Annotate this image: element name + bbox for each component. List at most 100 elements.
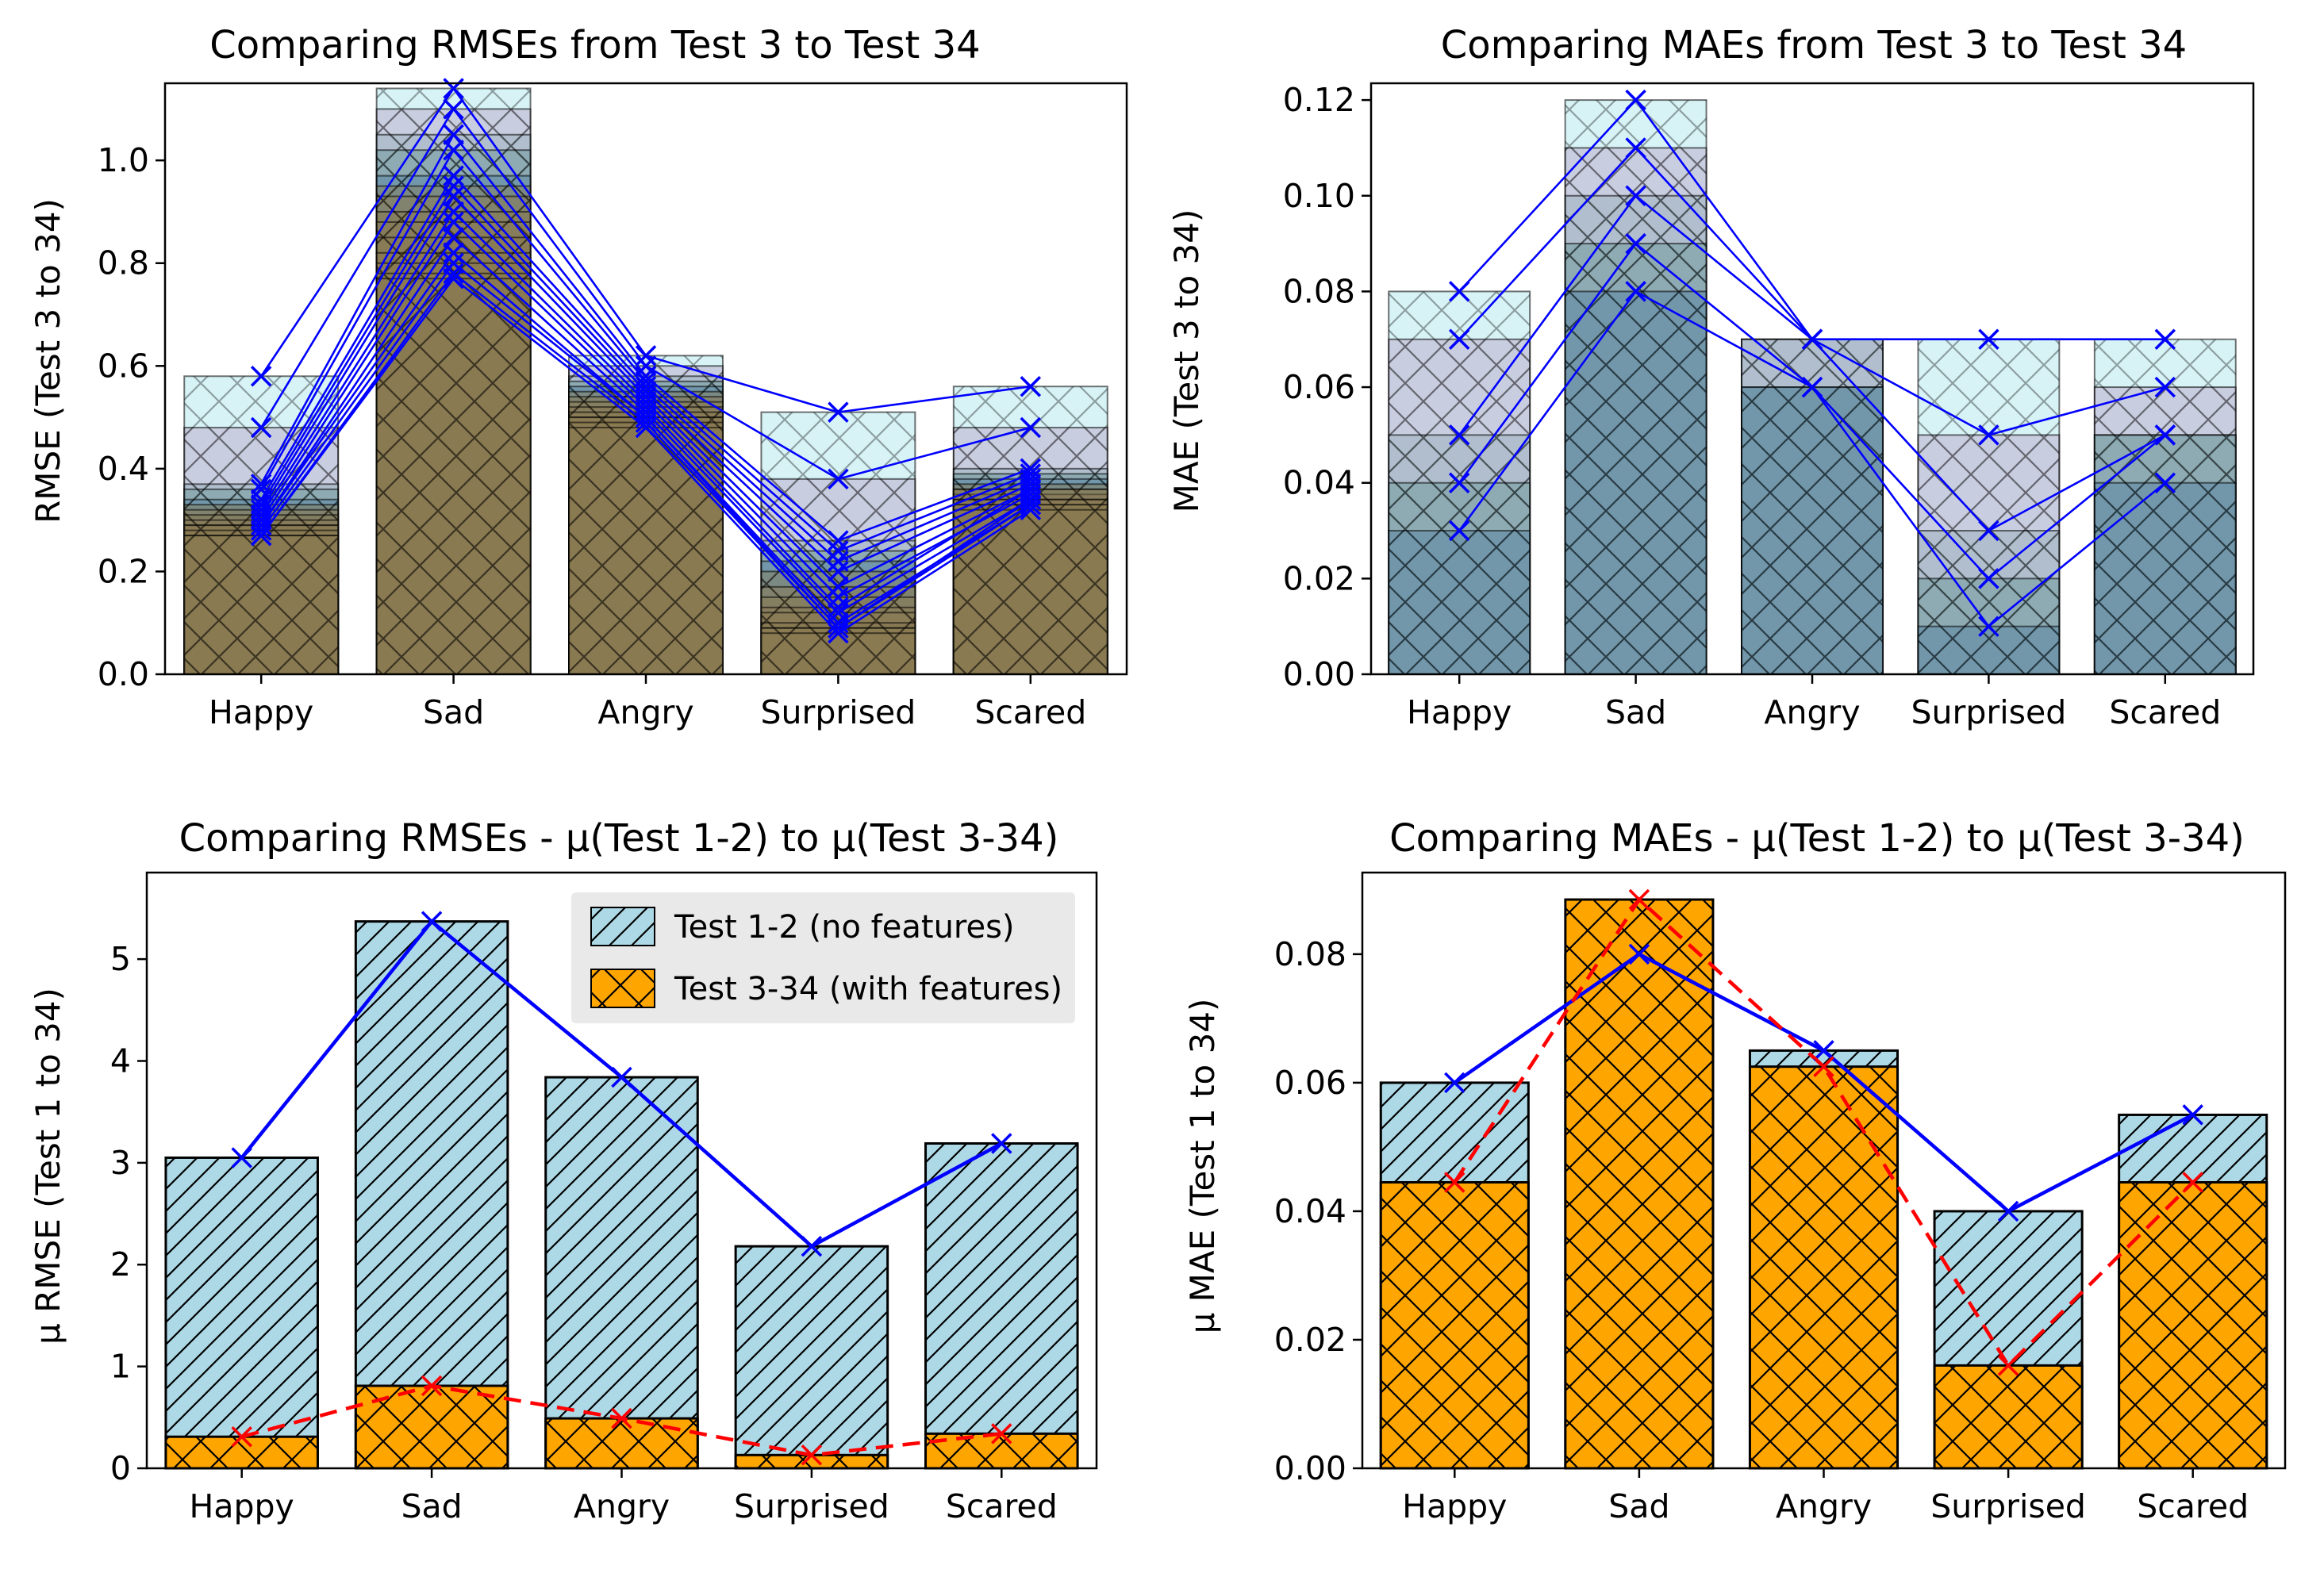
- data-point: [828, 530, 849, 551]
- data-point: [1020, 474, 1042, 495]
- y-tick-label: 3: [110, 1144, 131, 1182]
- data-point: [443, 175, 464, 197]
- data-point: [1625, 89, 1646, 111]
- x-tick-label: Scared: [2137, 1487, 2249, 1525]
- y-tick-label: 0.08: [1274, 935, 1346, 973]
- data-point: [635, 412, 657, 433]
- data-point: [1448, 281, 1470, 302]
- bar-hatch: [1565, 900, 1713, 1468]
- y-tick-label: 0.00: [1274, 1449, 1346, 1487]
- data-point: [1625, 137, 1646, 159]
- data-point: [828, 597, 849, 619]
- x-tick-label: Sad: [1608, 1487, 1669, 1525]
- y-axis-label: RMSE (Test 3 to 34): [29, 198, 67, 524]
- x-tick-label: Sad: [1605, 693, 1666, 731]
- data-point: [1978, 568, 1999, 589]
- bar-hatch: [165, 1437, 318, 1468]
- y-tick-label: 0.06: [1283, 368, 1355, 406]
- data-point: [443, 263, 464, 284]
- data-point: [250, 524, 272, 547]
- y-tick-label: 1.0: [98, 141, 149, 179]
- legend-swatch-hatch: [591, 969, 655, 1007]
- y-axis-label: MAE (Test 3 to 34): [1167, 209, 1206, 513]
- data-point: [443, 201, 464, 223]
- data-point-no-features: [991, 1133, 1012, 1154]
- chart-title: Comparing RMSEs from Test 3 to Test 34: [209, 23, 980, 67]
- data-point: [2154, 424, 2176, 446]
- panel-rmse-test3-34: Comparing RMSEs from Test 3 to Test 34 R…: [29, 23, 1128, 731]
- y-tick-label: 1: [110, 1348, 131, 1386]
- data-point: [443, 267, 464, 290]
- x-tick-label: Angry: [1776, 1487, 1872, 1525]
- data-point-with-features: [1813, 1056, 1834, 1077]
- x-tick-label: Scared: [2109, 693, 2221, 731]
- x-tick-label: Scared: [974, 693, 1086, 731]
- data-point: [250, 366, 272, 387]
- data-point: [443, 252, 464, 274]
- panel-mean-rmse: Comparing RMSEs - μ(Test 1-2) to μ(Test …: [29, 816, 1098, 1525]
- legend-label-with-features: Test 3-34 (with features): [674, 971, 1062, 1007]
- data-point: [1020, 416, 1042, 439]
- bar-hatch: [736, 1246, 888, 1468]
- data-point-with-features: [611, 1407, 632, 1429]
- y-axis-label: μ MAE (Test 1 to 34): [1183, 999, 1222, 1334]
- x-tick-label: Happy: [1402, 1487, 1507, 1525]
- data-point: [443, 186, 464, 207]
- y-tick-label: 0.02: [1283, 559, 1355, 597]
- bar-hatch: [569, 428, 723, 674]
- data-point: [1020, 499, 1042, 520]
- data-point: [635, 345, 657, 366]
- y-tick-label: 0.8: [98, 244, 149, 282]
- data-point: [2154, 328, 2176, 350]
- data-point-with-features: [801, 1444, 823, 1466]
- data-point: [828, 622, 849, 644]
- chart-title: Comparing MAEs from Test 3 to Test 34: [1441, 23, 2187, 67]
- bar-hatch: [545, 1077, 698, 1468]
- x-tick-label: Surprised: [1930, 1487, 2086, 1525]
- x-tick-label: Scared: [946, 1487, 1058, 1525]
- y-tick-label: 0.10: [1283, 177, 1355, 215]
- data-point: [1020, 468, 1042, 490]
- data-point: [1020, 489, 1042, 510]
- data-point-with-features: [1628, 888, 1650, 911]
- bar-hatch: [1750, 1066, 1898, 1468]
- y-tick-label: 0.12: [1283, 81, 1355, 119]
- data-point: [1978, 616, 1999, 637]
- data-point: [443, 211, 464, 233]
- data-point: [2154, 472, 2176, 493]
- y-tick-label: 4: [110, 1042, 131, 1080]
- x-tick-label: Surprised: [1911, 693, 2067, 731]
- legend-frame: [571, 892, 1075, 1023]
- y-tick-label: 0.4: [98, 450, 149, 488]
- y-tick-label: 2: [110, 1245, 131, 1283]
- data-point-no-features: [2182, 1104, 2203, 1126]
- data-point: [1020, 375, 1042, 397]
- data-point: [250, 520, 272, 541]
- y-tick-label: 5: [110, 940, 131, 978]
- data-point: [635, 416, 657, 439]
- x-tick-label: Surprised: [734, 1487, 889, 1525]
- data-point-with-features: [421, 1375, 443, 1397]
- bar-hatch: [355, 921, 508, 1468]
- data-point-no-features: [801, 1235, 823, 1257]
- data-point: [635, 381, 657, 402]
- data-point: [2154, 376, 2176, 398]
- data-point: [443, 78, 464, 99]
- bar-hatch: [165, 1157, 318, 1468]
- data-point: [635, 391, 657, 412]
- data-point-with-features: [1444, 1172, 1465, 1193]
- data-point-no-features: [1444, 1072, 1465, 1094]
- data-point: [1020, 478, 1042, 501]
- data-point: [1801, 376, 1823, 398]
- data-point: [443, 139, 464, 161]
- data-point: [1448, 472, 1470, 493]
- bar-hatch: [1934, 1365, 2083, 1468]
- y-tick-label: 0.2: [98, 552, 149, 590]
- bar-hatch: [761, 633, 916, 674]
- y-tick-label: 0.6: [98, 347, 149, 385]
- data-point: [1448, 424, 1470, 446]
- y-axis-label: μ RMSE (Test 1 to 34): [29, 988, 67, 1345]
- data-point: [828, 468, 849, 490]
- data-point: [635, 370, 657, 392]
- data-point: [635, 386, 657, 408]
